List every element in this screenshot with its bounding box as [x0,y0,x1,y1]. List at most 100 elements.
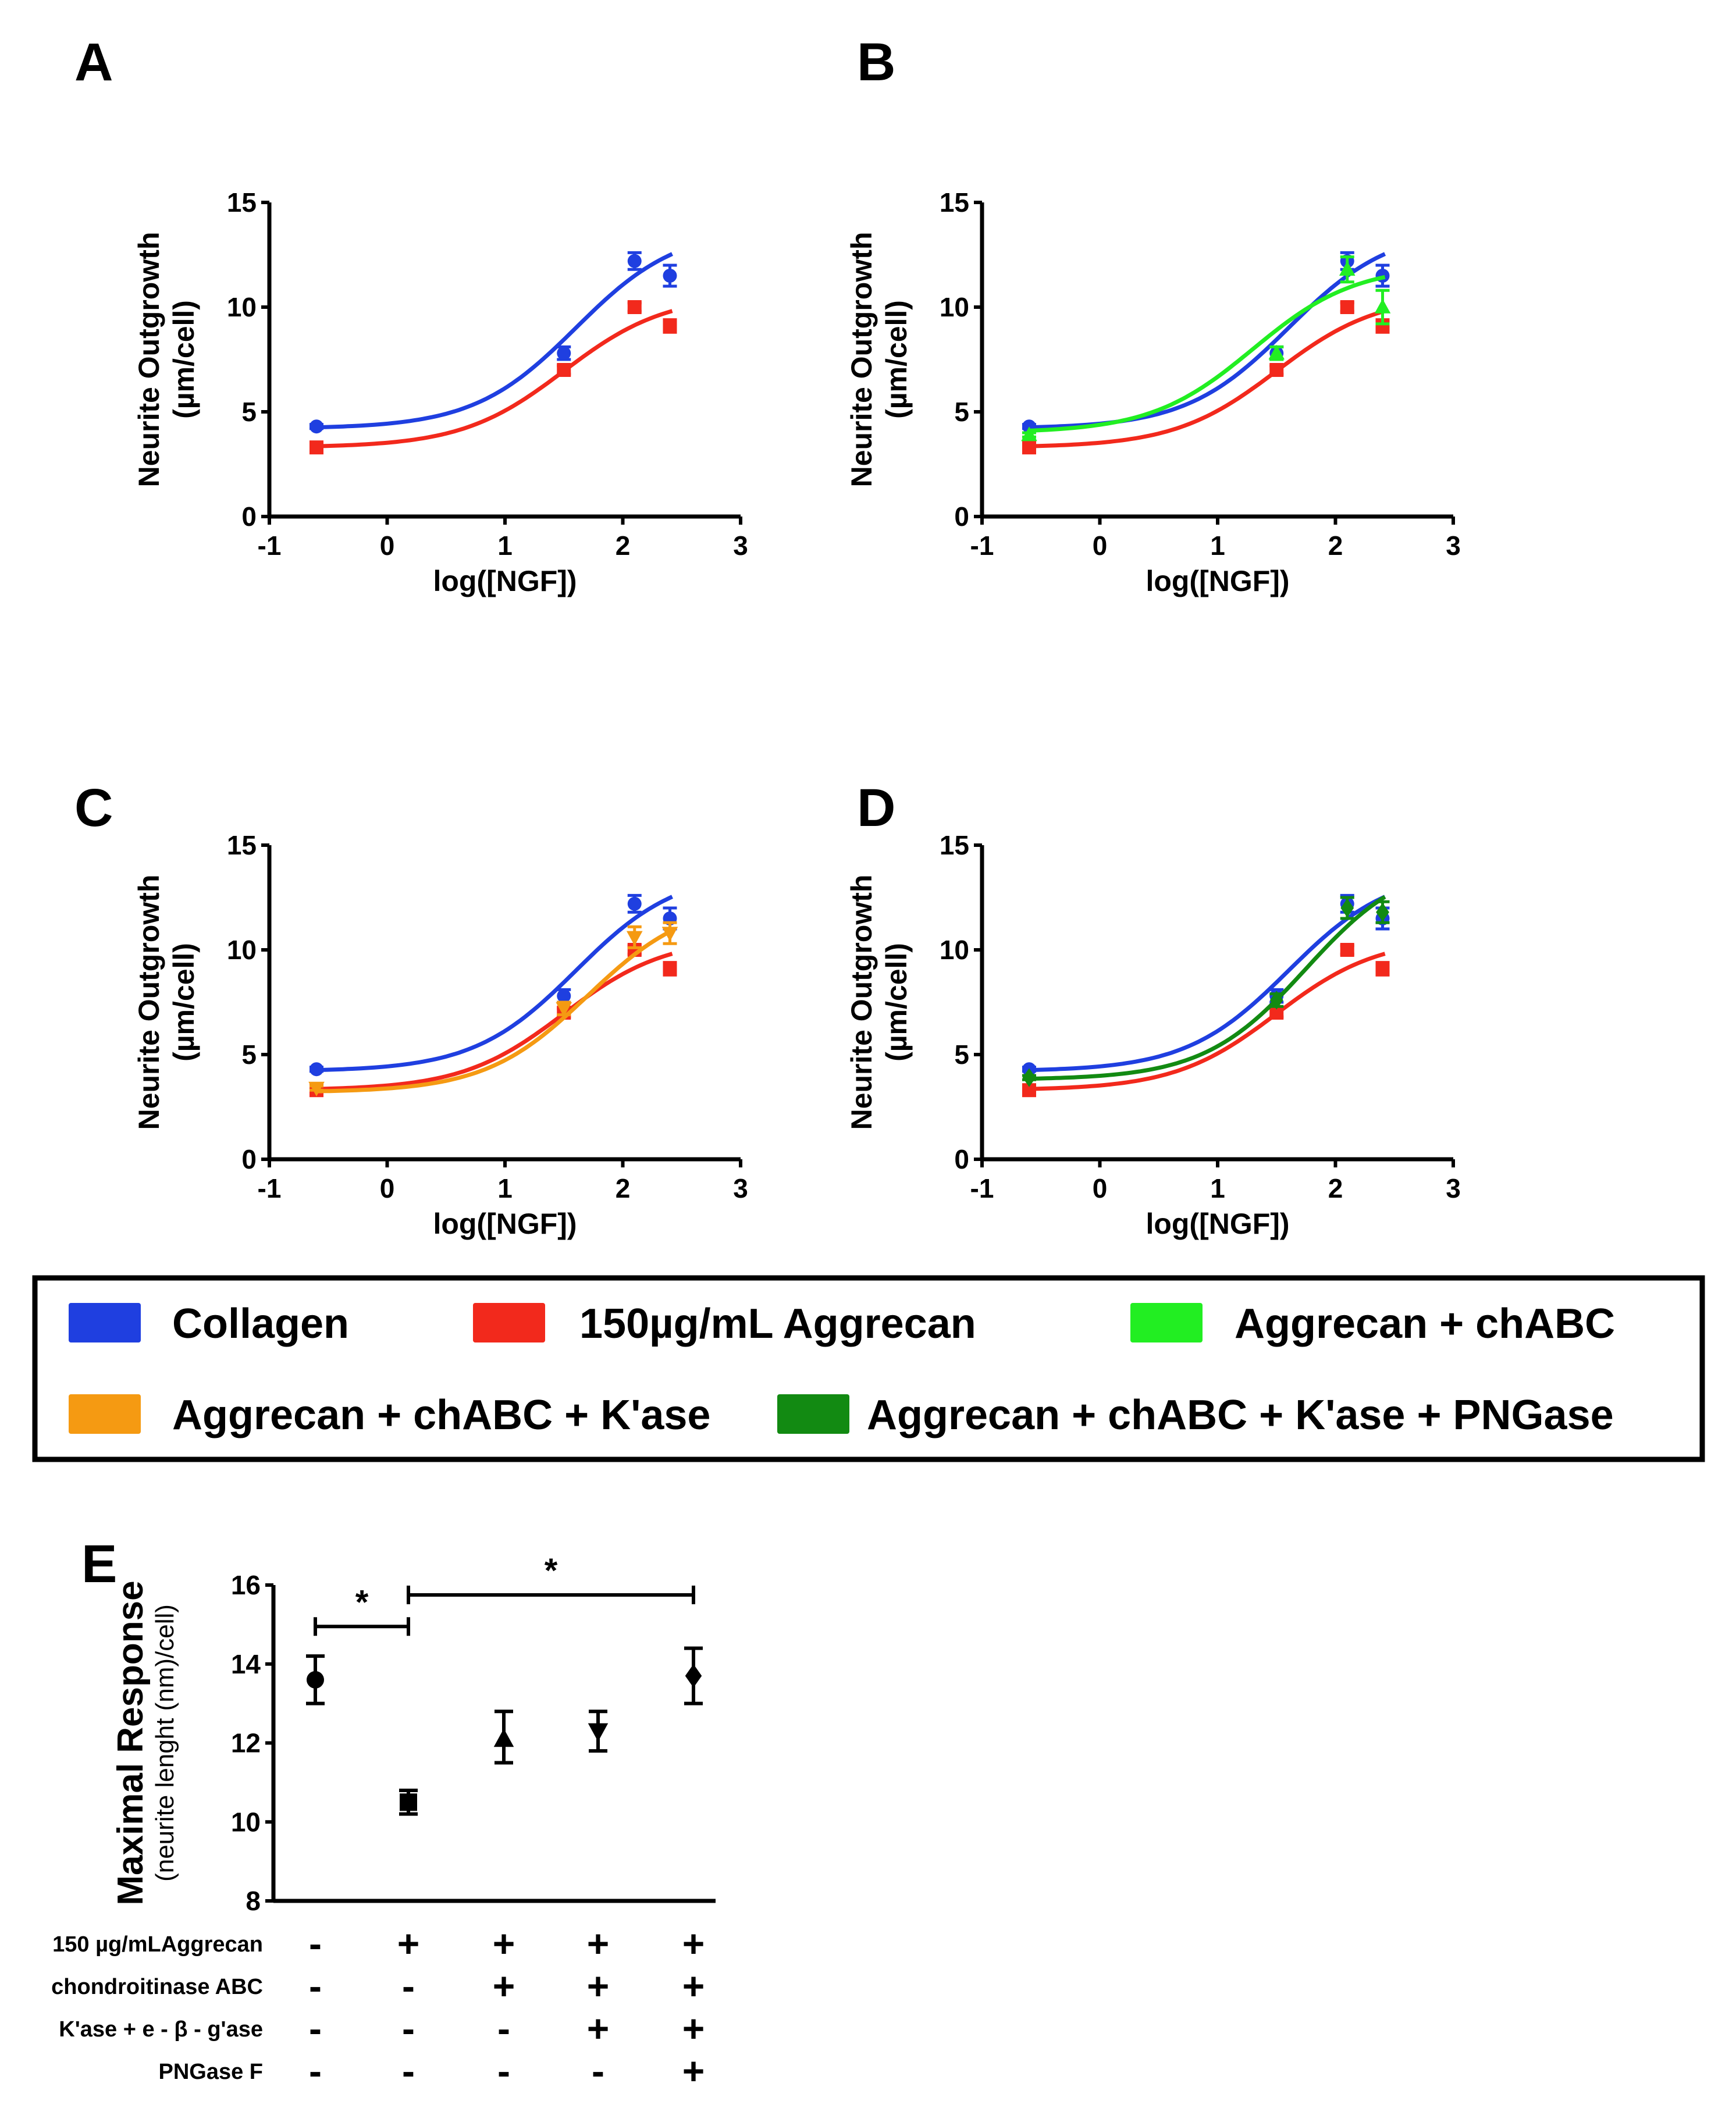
data-point [627,254,642,268]
significance-bracket: * [407,1552,695,1604]
minus-sign: - [497,2049,510,2092]
group-4 [588,1710,609,1753]
data-point [1021,426,1037,441]
data-point [685,1664,702,1688]
data-point [1339,261,1356,276]
data-point [1376,903,1389,922]
y-tick-label: 5 [241,1039,257,1070]
significance-bracket: * [314,1583,410,1636]
fit-curve [316,895,673,1073]
y-tick-label: 15 [940,830,969,860]
x-tick-label: 2 [616,530,631,561]
y-tick-label: 10 [231,1807,261,1837]
fit-curve [1029,275,1386,433]
data-point [308,1081,325,1096]
series-pngase [1022,895,1390,1087]
series-kase [308,921,678,1096]
group-5 [684,1646,703,1705]
plus-sign: + [682,1922,705,1965]
y-tick-label: 10 [227,292,257,322]
condition-label: chondroitinase ABC [51,1975,263,1999]
y-axis-subtitle: (µm/cell) [880,943,913,1062]
y-tick-label: 0 [241,1144,257,1174]
data-point [1340,943,1354,957]
legend-frame [32,1275,1705,1462]
y-tick-label: 5 [241,397,257,427]
x-tick-label: 0 [380,1173,395,1203]
data-point [310,1062,323,1077]
minus-sign: - [309,2049,322,2092]
condition-row: PNGase F - - - - + [158,2049,705,2092]
y-axis-title: Neurite Outgrowth [133,875,165,1130]
data-point [1269,363,1284,377]
data-point [1022,440,1036,455]
legend-label-chabc: Aggrecan + chABC [1235,1301,1615,1347]
data-point [310,419,323,434]
series-aggrecan [310,300,677,455]
group-3 [493,1710,514,1765]
panel-letter-b: B [857,33,895,92]
data-point [1340,300,1354,314]
y-axis-title: Neurite Outgrowth [845,232,878,487]
y-axis-title: Neurite Outgrowth [845,875,878,1130]
y-tick-label: 0 [954,1144,969,1174]
y-tick-label: 8 [246,1886,261,1916]
x-tick-label: -1 [258,1173,282,1203]
plus-sign: + [587,1922,610,1965]
fit-curve [1029,952,1386,1091]
fit-curve [1029,252,1386,430]
y-tick-label: 5 [954,397,969,427]
x-tick-label: -1 [970,530,994,561]
panel-letter-a: A [74,33,113,92]
x-tick-label: 1 [1210,530,1225,561]
x-tick-label: 3 [733,1173,748,1203]
series-collagen [1022,251,1390,434]
x-axis-title: log([NGF]) [433,1208,577,1240]
x-tick-label: 2 [1328,530,1343,561]
minus-sign: - [497,2007,510,2050]
group-2 [399,1788,418,1816]
y-tick-label: 5 [954,1039,969,1070]
condition-row: K'ase + e - β - g'ase - - - + + [59,2007,705,2050]
y-tick-label: 15 [227,830,257,860]
data-point [557,346,571,361]
y-tick-label: 15 [940,187,969,218]
x-tick-label: 1 [497,530,513,561]
legend-swatch-collagen [69,1303,141,1342]
series-aggrecan [1022,300,1390,455]
x-tick-label: 1 [1210,1173,1225,1203]
condition-row: chondroitinase ABC - - + + + [51,1964,705,2007]
series-collagen [310,893,677,1077]
legend-label-collagen: Collagen [172,1301,349,1347]
plus-sign: + [493,1922,515,1965]
plus-sign: + [587,2007,610,2050]
plus-sign: + [682,2007,705,2050]
y-axis-title: Neurite Outgrowth [133,232,165,487]
series-collagen [310,251,677,434]
x-tick-label: 2 [616,1173,631,1203]
condition-label: 150 µg/mLAggrecan [52,1932,263,1957]
significance-star: * [355,1583,369,1621]
x-tick-label: -1 [970,1173,994,1203]
data-point [663,961,677,976]
minus-sign: - [309,1922,322,1965]
data-point [493,1728,514,1747]
y-tick-label: 14 [231,1649,261,1679]
x-tick-label: 2 [1328,1173,1343,1203]
legend-label-kase: Aggrecan + chABC + K'ase [172,1392,710,1438]
condition-row: 150 µg/mLAggrecan - + + + + [52,1922,705,1965]
minus-sign: - [402,2049,415,2092]
x-tick-label: 0 [380,530,395,561]
data-point [556,1002,572,1017]
y-tick-label: 15 [227,187,257,218]
fit-curve [316,928,674,1094]
data-point [1375,961,1390,976]
minus-sign: - [592,2049,604,2092]
plus-sign: + [587,1964,610,2007]
data-point [1374,298,1391,314]
x-axis-title: log([NGF]) [1146,565,1289,597]
plus-sign: + [493,1964,515,2007]
legend-label-pngase: Aggrecan + chABC + K'ase + PNGase [867,1392,1614,1438]
y-axis-title: Maximal Response [111,1580,151,1905]
